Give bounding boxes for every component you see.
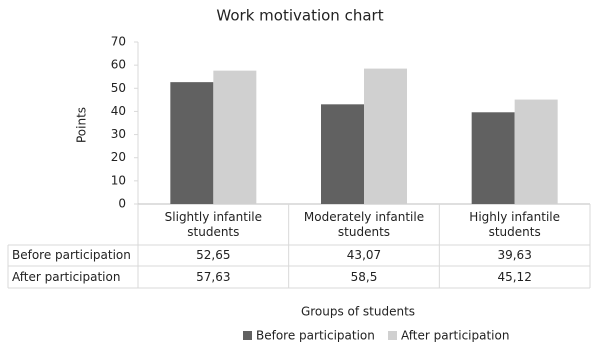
chart-title: Work motivation chart	[216, 7, 383, 25]
y-tick-label: 40	[111, 104, 126, 118]
y-tick-label: 0	[118, 197, 126, 211]
y-tick-label: 20	[111, 150, 126, 164]
y-tick-label: 10	[111, 173, 126, 187]
y-tick-label: 70	[111, 35, 126, 49]
y-tick-label: 60	[111, 58, 126, 72]
table-row-label: Before participation	[12, 248, 131, 262]
table-value: 43,07	[346, 248, 382, 262]
y-tick-label: 30	[111, 127, 126, 141]
table-value: 58,5	[350, 269, 378, 284]
table-value: 52,65	[196, 248, 231, 262]
table-value: 45,12	[497, 269, 532, 284]
y-axis-title: Points	[75, 107, 89, 143]
bar	[321, 104, 364, 204]
table-row-label: After participation	[12, 269, 121, 284]
bar	[170, 82, 214, 204]
legend-swatch	[243, 331, 252, 340]
category-label: Slightly infantile students	[164, 209, 262, 239]
y-tick-label: 50	[111, 81, 126, 95]
category-label: Highly infantile students	[469, 209, 561, 239]
bar	[213, 70, 257, 204]
bar	[471, 112, 515, 204]
legend-swatch	[388, 331, 397, 340]
table-value: 57,63	[196, 269, 231, 284]
bar	[364, 68, 407, 204]
category-label: Moderately infantile students	[303, 209, 425, 239]
x-axis-title: Groups of students	[301, 305, 415, 319]
table-value: 39,63	[497, 248, 532, 262]
legend-label: Before participation	[256, 329, 375, 343]
legend-label: After participation	[401, 329, 509, 343]
bar	[514, 99, 558, 204]
